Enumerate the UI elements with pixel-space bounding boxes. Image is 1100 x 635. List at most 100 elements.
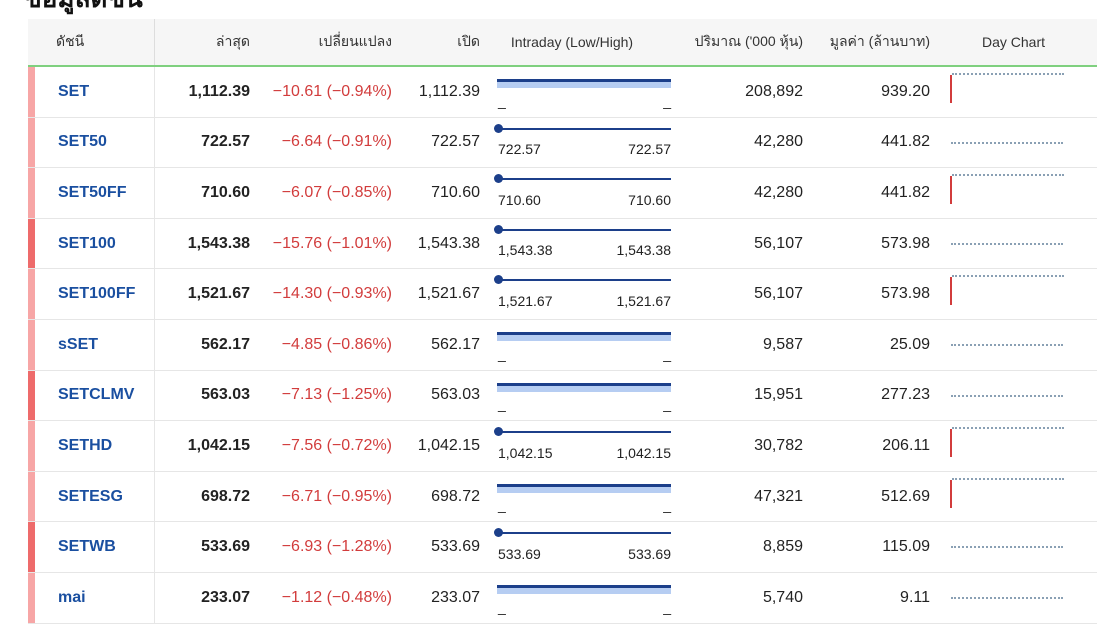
column-divider <box>154 522 155 572</box>
sparkline-drop <box>950 429 952 458</box>
volume: 47,321 <box>754 487 803 505</box>
volume: 15,951 <box>754 386 803 404</box>
volume: 5,740 <box>762 588 803 606</box>
column-divider <box>154 370 155 421</box>
intraday-low: _ <box>498 92 506 109</box>
intraday-low: _ <box>498 497 506 514</box>
table-row[interactable]: SET50FF 710.60 −6.07 (−0.85%) 710.60 710.60 7… <box>28 168 1097 219</box>
volume: 56,107 <box>754 234 803 252</box>
table-row[interactable]: SETESG 698.72 −6.71 (−0.95%) 698.72 _ _ 47,321… <box>28 471 1097 523</box>
column-divider <box>154 572 155 623</box>
day-chart[interactable] <box>930 168 1097 218</box>
open-price: 533.69 <box>431 538 480 556</box>
day-chart[interactable] <box>930 472 1097 522</box>
header-last[interactable]: ล่าสุด <box>215 33 250 49</box>
range-band <box>497 486 671 493</box>
index-name-link[interactable]: SETWB <box>58 538 116 556</box>
value: 939.20 <box>881 82 930 100</box>
index-name-link[interactable]: SETHD <box>58 436 113 454</box>
index-name-link[interactable]: mai <box>58 588 86 606</box>
header-volume[interactable]: ปริมาณ ('000 หุ้น) <box>694 33 803 49</box>
day-chart[interactable] <box>930 421 1097 471</box>
price-change: −6.93 (−1.28%) <box>281 538 392 556</box>
table-row[interactable]: SET 1,112.39 −10.61 (−0.94%) 1,112.39 _ _ 208,… <box>28 67 1097 118</box>
row-trend-indicator <box>28 168 35 218</box>
last-price: 533.69 <box>201 538 250 556</box>
intraday-high: 710.60 <box>628 191 671 208</box>
index-name-link[interactable]: SET <box>58 82 90 100</box>
table-body: SET 1,112.39 −10.61 (−0.94%) 1,112.39 _ _ 208,… <box>28 67 1097 624</box>
value: 9.11 <box>900 588 930 606</box>
price-change: −7.56 (−0.72%) <box>281 436 392 454</box>
header-index[interactable]: ดัชนี <box>28 19 155 65</box>
table-row[interactable]: SET100 1,543.38 −15.76 (−1.01%) 1,543.38 1,5… <box>28 218 1097 270</box>
index-name-link[interactable]: SET50FF <box>58 183 127 201</box>
price-change: −6.64 (−0.91%) <box>281 133 392 151</box>
volume: 42,280 <box>754 183 803 201</box>
intraday-range: 1,521.67 1,521.67 <box>480 269 672 319</box>
intraday-high: 722.57 <box>628 141 671 158</box>
intraday-low: 722.57 <box>498 141 541 158</box>
sparkline-flat <box>951 141 1063 144</box>
column-divider <box>154 269 155 319</box>
index-name-link[interactable]: SETCLMV <box>58 386 135 404</box>
volume: 30,782 <box>754 436 803 454</box>
table-row[interactable]: sSET 562.17 −4.85 (−0.86%) 562.17 _ _ 9,587 25.… <box>28 319 1097 371</box>
day-chart[interactable] <box>930 219 1097 269</box>
index-name-link[interactable]: SETESG <box>58 487 123 505</box>
sparkline-drop <box>950 75 952 103</box>
header-open[interactable]: เปิด <box>457 33 480 49</box>
open-price: 562.17 <box>431 335 480 353</box>
intraday-low: 710.60 <box>498 191 541 208</box>
last-price: 710.60 <box>201 183 250 201</box>
range-bar <box>497 584 671 588</box>
price-change: −6.07 (−0.85%) <box>281 183 392 201</box>
table-header: ดัชนี ล่าสุด เปลี่ยนแปลง เปิด Intraday (… <box>28 19 1097 67</box>
index-name-link[interactable]: SET100 <box>58 234 116 252</box>
index-name-link[interactable]: SET50 <box>58 133 107 151</box>
range-band <box>497 587 671 594</box>
intraday-high: _ <box>663 92 671 109</box>
sparkline-drop <box>950 479 952 508</box>
day-chart[interactable] <box>930 269 1097 319</box>
column-divider <box>154 421 155 471</box>
value: 573.98 <box>881 234 930 252</box>
value: 441.82 <box>881 133 930 151</box>
table-row[interactable]: SET100FF 1,521.67 −14.30 (−0.93%) 1,521.67 1… <box>28 269 1097 320</box>
volume: 8,859 <box>762 538 803 556</box>
row-trend-indicator <box>28 522 35 572</box>
range-bar <box>497 228 671 231</box>
day-chart[interactable] <box>930 320 1097 370</box>
page-title: ข้อมูลดัชนี <box>24 0 143 12</box>
header-day-chart: Day Chart <box>981 34 1046 50</box>
open-price: 710.60 <box>431 183 480 201</box>
open-price: 698.72 <box>431 487 480 505</box>
value: 512.69 <box>881 487 930 505</box>
header-value[interactable]: มูลค่า (ล้านบาท) <box>829 33 930 49</box>
table-row[interactable]: SETWB 533.69 −6.93 (−1.28%) 533.69 533.69 533… <box>28 522 1097 573</box>
header-intraday[interactable]: Intraday (Low/High) <box>510 34 634 50</box>
column-divider <box>154 168 155 218</box>
intraday-high: _ <box>663 497 671 514</box>
index-table: ดัชนี ล่าสุด เปลี่ยนแปลง เปิด Intraday (… <box>28 19 1097 624</box>
index-name-link[interactable]: sSET <box>58 335 99 353</box>
day-chart[interactable] <box>930 573 1097 623</box>
last-price: 1,543.38 <box>187 234 250 252</box>
day-chart[interactable] <box>930 522 1097 572</box>
day-chart[interactable] <box>930 371 1097 421</box>
table-row[interactable]: SET50 722.57 −6.64 (−0.91%) 722.57 722.57 722… <box>28 117 1097 169</box>
sparkline-baseline <box>952 174 1064 177</box>
table-row[interactable]: mai 233.07 −1.12 (−0.48%) 233.07 _ _ 5,740 9.11 <box>28 572 1097 624</box>
table-row[interactable]: SETHD 1,042.15 −7.56 (−0.72%) 1,042.15 1,042… <box>28 421 1097 472</box>
day-chart[interactable] <box>930 118 1097 168</box>
value: 573.98 <box>881 285 930 303</box>
open-price: 722.57 <box>431 133 480 151</box>
intraday-range: 533.69 533.69 <box>480 522 672 572</box>
price-change: −10.61 (−0.94%) <box>272 82 392 100</box>
intraday-low: 1,521.67 <box>498 292 553 309</box>
header-change[interactable]: เปลี่ยนแปลง <box>318 33 392 49</box>
row-trend-indicator <box>28 319 35 370</box>
day-chart[interactable] <box>930 67 1097 117</box>
index-name-link[interactable]: SET100FF <box>58 285 136 303</box>
table-row[interactable]: SETCLMV 563.03 −7.13 (−1.25%) 563.03 _ _ 15,95… <box>28 370 1097 422</box>
